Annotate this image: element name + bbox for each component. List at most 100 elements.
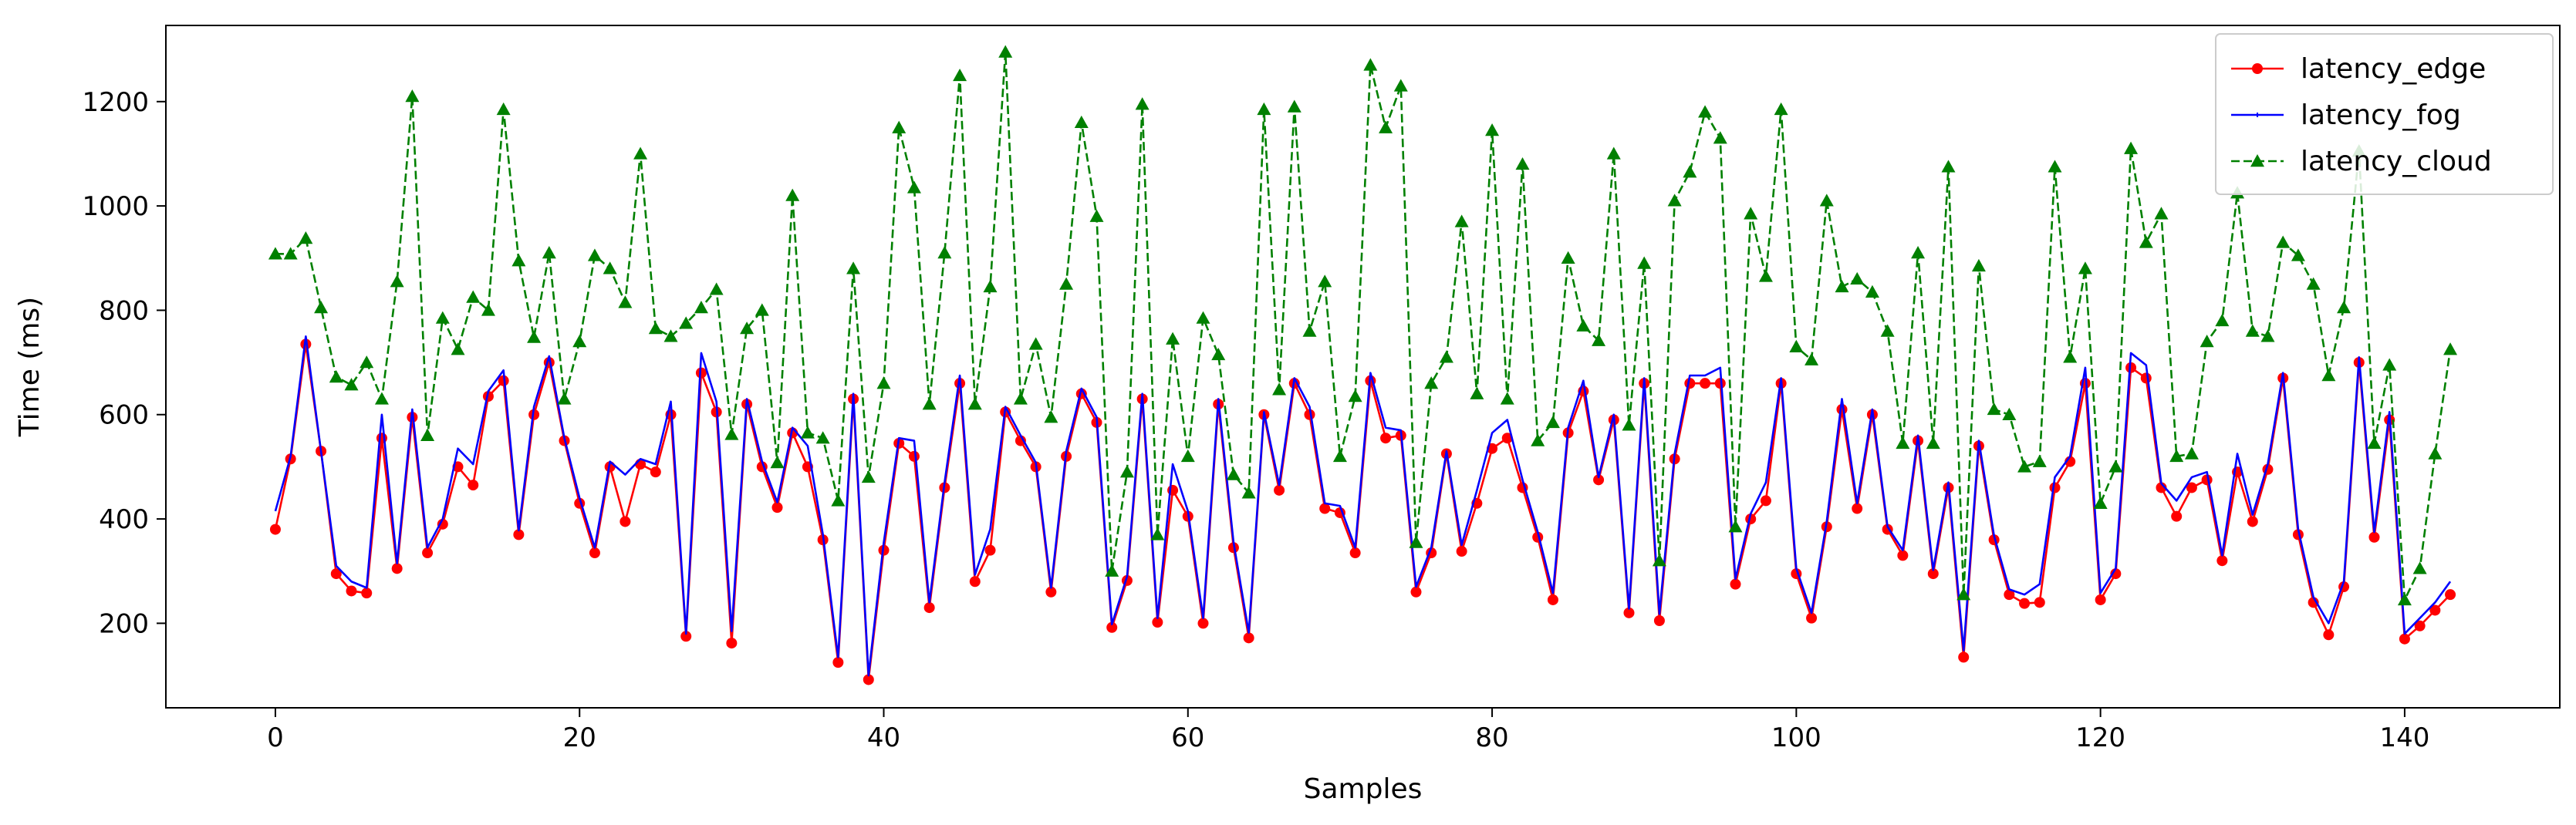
data-point-latency_cloud bbox=[1744, 207, 1758, 220]
data-point-latency_cloud bbox=[709, 282, 724, 295]
data-point-latency_cloud bbox=[1166, 332, 1180, 345]
data-point-latency_cloud bbox=[1470, 386, 1484, 399]
data-point-latency_cloud bbox=[344, 378, 359, 391]
data-point-latency_cloud bbox=[2200, 335, 2214, 348]
data-point-latency_edge bbox=[680, 631, 692, 642]
data-point-latency_cloud bbox=[861, 470, 876, 483]
data-point-latency_cloud bbox=[420, 428, 435, 442]
data-point-latency_edge bbox=[1593, 474, 1605, 486]
data-point-latency_cloud bbox=[2306, 277, 2321, 290]
y-tick-label: 800 bbox=[99, 295, 149, 326]
y-tick-label: 200 bbox=[99, 608, 149, 639]
data-point-latency_edge bbox=[2399, 633, 2410, 645]
data-point-latency_cloud bbox=[1287, 99, 1302, 113]
data-point-latency_edge bbox=[468, 480, 479, 491]
plot-area bbox=[166, 25, 2560, 708]
data-point-latency_cloud bbox=[1941, 160, 1956, 173]
data-point-latency_cloud bbox=[1089, 209, 1104, 222]
data-point-latency_cloud bbox=[1135, 97, 1150, 110]
data-point-latency_edge bbox=[2445, 589, 2456, 601]
x-tick-label: 0 bbox=[267, 722, 284, 753]
data-point-latency_cloud bbox=[967, 397, 982, 410]
data-point-latency_cloud bbox=[511, 254, 526, 267]
data-point-latency_cloud bbox=[1257, 102, 1271, 116]
data-point-latency_cloud bbox=[648, 322, 663, 335]
data-point-latency_edge bbox=[650, 466, 661, 478]
x-tick-label: 60 bbox=[1171, 722, 1204, 753]
data-point-latency_edge bbox=[969, 576, 981, 588]
data-point-latency_cloud bbox=[268, 247, 282, 260]
data-point-latency_cloud bbox=[1835, 279, 1849, 293]
data-point-latency_cloud bbox=[906, 180, 921, 194]
data-point-latency_cloud bbox=[1956, 588, 1971, 601]
data-point-latency_cloud bbox=[633, 146, 648, 160]
data-point-latency_cloud bbox=[1728, 520, 1743, 533]
legend-marker bbox=[2252, 63, 2263, 74]
data-point-latency_cloud bbox=[1302, 324, 1317, 337]
x-tick-label: 100 bbox=[1771, 722, 1821, 753]
data-point-latency_cloud bbox=[1683, 165, 1697, 178]
data-point-latency_edge bbox=[832, 657, 844, 668]
data-point-latency_cloud bbox=[2215, 313, 2230, 327]
data-point-latency_edge bbox=[482, 391, 494, 402]
data-point-latency_edge bbox=[589, 547, 600, 559]
data-point-latency_cloud bbox=[496, 102, 511, 116]
data-point-latency_edge bbox=[2186, 482, 2197, 493]
data-point-latency_cloud bbox=[466, 290, 481, 303]
data-point-latency_edge bbox=[330, 568, 342, 580]
data-point-latency_cloud bbox=[542, 246, 556, 259]
data-point-latency_edge bbox=[2414, 620, 2426, 631]
data-point-latency_cloud bbox=[1561, 251, 1575, 264]
data-point-latency_cloud bbox=[2412, 561, 2427, 574]
data-point-latency_edge bbox=[2216, 555, 2228, 567]
data-point-latency_cloud bbox=[1531, 433, 1545, 446]
data-point-latency_cloud bbox=[1652, 554, 1666, 567]
data-point-latency_cloud bbox=[937, 246, 952, 259]
x-axis-label: Samples bbox=[1304, 773, 1423, 805]
data-point-latency_cloud bbox=[983, 279, 998, 293]
data-point-latency_edge bbox=[695, 367, 707, 379]
data-point-latency_cloud bbox=[572, 335, 587, 348]
data-point-latency_cloud bbox=[1196, 311, 1210, 324]
data-point-latency_edge bbox=[771, 502, 783, 514]
data-point-latency_cloud bbox=[2108, 460, 2123, 473]
data-point-latency_edge bbox=[2034, 597, 2045, 608]
data-point-latency_cloud bbox=[694, 301, 708, 314]
data-point-latency_cloud bbox=[953, 68, 967, 82]
data-point-latency_edge bbox=[984, 544, 996, 556]
legend-box bbox=[2215, 33, 2554, 195]
data-point-latency_cloud bbox=[1485, 123, 1500, 136]
data-point-latency_cloud bbox=[1698, 105, 1713, 118]
legend-label: latency_cloud bbox=[2301, 146, 2492, 177]
data-point-latency_cloud bbox=[603, 261, 617, 274]
data-point-latency_cloud bbox=[374, 392, 389, 405]
x-tick-label: 140 bbox=[2379, 722, 2429, 753]
data-point-latency_cloud bbox=[1606, 146, 1621, 160]
data-point-latency_edge bbox=[1304, 409, 1315, 420]
data-point-latency_cloud bbox=[2139, 235, 2153, 248]
data-point-latency_edge bbox=[726, 638, 738, 649]
data-point-latency_cloud bbox=[1592, 333, 1606, 346]
data-point-latency_edge bbox=[1015, 435, 1026, 446]
data-point-latency_edge bbox=[2004, 589, 2015, 601]
data-point-latency_edge bbox=[2429, 604, 2441, 616]
data-point-latency_edge bbox=[1852, 503, 1863, 514]
data-point-latency_edge bbox=[1197, 618, 1209, 629]
data-point-latency_cloud bbox=[892, 120, 906, 133]
data-point-latency_edge bbox=[2156, 482, 2167, 493]
data-point-latency_cloud bbox=[1896, 436, 1910, 450]
data-point-latency_cloud bbox=[557, 392, 572, 405]
data-point-latency_cloud bbox=[1348, 389, 1362, 402]
axes-layer: 0 20 40 60 80 100 120 140 200 400 600 800 1000 1200 bbox=[82, 25, 2561, 753]
data-point-latency_cloud bbox=[1028, 337, 1043, 350]
data-point-latency_cloud bbox=[451, 342, 465, 355]
data-point-latency_cloud bbox=[618, 295, 633, 308]
data-point-latency_cloud bbox=[2063, 350, 2078, 363]
data-point-latency_edge bbox=[2019, 598, 2031, 609]
legend: latency_edge latency_fog latency_cloud bbox=[2215, 33, 2554, 195]
data-point-latency_cloud bbox=[2397, 592, 2412, 606]
data-point-latency_cloud bbox=[1774, 102, 1788, 116]
data-point-latency_cloud bbox=[587, 248, 602, 261]
data-point-latency_cloud bbox=[1987, 402, 2001, 416]
plot-background bbox=[166, 25, 2560, 708]
